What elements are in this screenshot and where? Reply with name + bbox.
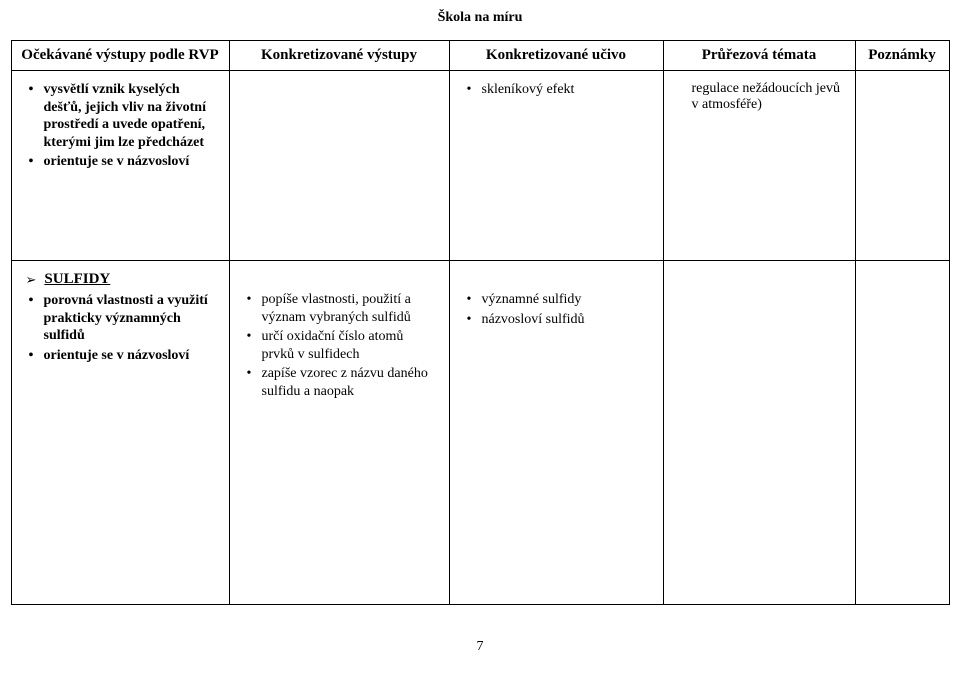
cell-r1-c2 <box>229 71 449 261</box>
list-item: vysvětlí vznik kyselých dešťů, jejich vl… <box>44 81 219 151</box>
cell-r1-c3: skleníkový efekt <box>449 71 663 261</box>
page-number: 7 <box>0 639 960 655</box>
page-title: Škola na míru <box>0 0 960 40</box>
list-item: názvosloví sulfidů <box>482 311 653 329</box>
list-item: porovná vlastnosti a využití prakticky v… <box>44 292 219 345</box>
cell-text: regulace nežádoucích jevů v atmosféře) <box>692 81 840 112</box>
list-item: významné sulfidy <box>482 291 653 309</box>
cell-r2-c3: významné sulfidy názvosloví sulfidů <box>449 261 663 605</box>
col-header-3: Konkretizované učivo <box>449 41 663 71</box>
cell-r1-c5 <box>855 71 949 261</box>
cell-r2-c4 <box>663 261 855 605</box>
list-item: popíše vlastnosti, použití a význam vybr… <box>262 291 439 326</box>
arrow-icon: ➢ <box>26 272 37 288</box>
table-header-row: Očekávané výstupy podle RVP Konkretizova… <box>11 41 949 71</box>
list-item: skleníkový efekt <box>482 81 653 99</box>
content-table: Očekávané výstupy podle RVP Konkretizova… <box>11 40 950 605</box>
list-item: orientuje se v názvosloví <box>44 153 219 171</box>
cell-r2-c2: popíše vlastnosti, použití a význam vybr… <box>229 261 449 605</box>
col-header-1: Očekávané výstupy podle RVP <box>11 41 229 71</box>
list-item: určí oxidační číslo atomů prvků v sulfid… <box>262 328 439 363</box>
list-item: zapíše vzorec z názvu daného sulfidu a n… <box>262 365 439 400</box>
cell-r1-c4: regulace nežádoucích jevů v atmosféře) <box>663 71 855 261</box>
list-item: orientuje se v názvosloví <box>44 347 219 365</box>
cell-r2-c1: ➢ SULFIDY porovná vlastnosti a využití p… <box>11 261 229 605</box>
col-header-5: Poznámky <box>855 41 949 71</box>
col-header-4: Průřezová témata <box>663 41 855 71</box>
table-row: vysvětlí vznik kyselých dešťů, jejich vl… <box>11 71 949 261</box>
cell-r1-c1: vysvětlí vznik kyselých dešťů, jejich vl… <box>11 71 229 261</box>
cell-r2-c5 <box>855 261 949 605</box>
col-header-2: Konkretizované výstupy <box>229 41 449 71</box>
section-label: SULFIDY <box>44 271 110 288</box>
table-row: ➢ SULFIDY porovná vlastnosti a využití p… <box>11 261 949 605</box>
